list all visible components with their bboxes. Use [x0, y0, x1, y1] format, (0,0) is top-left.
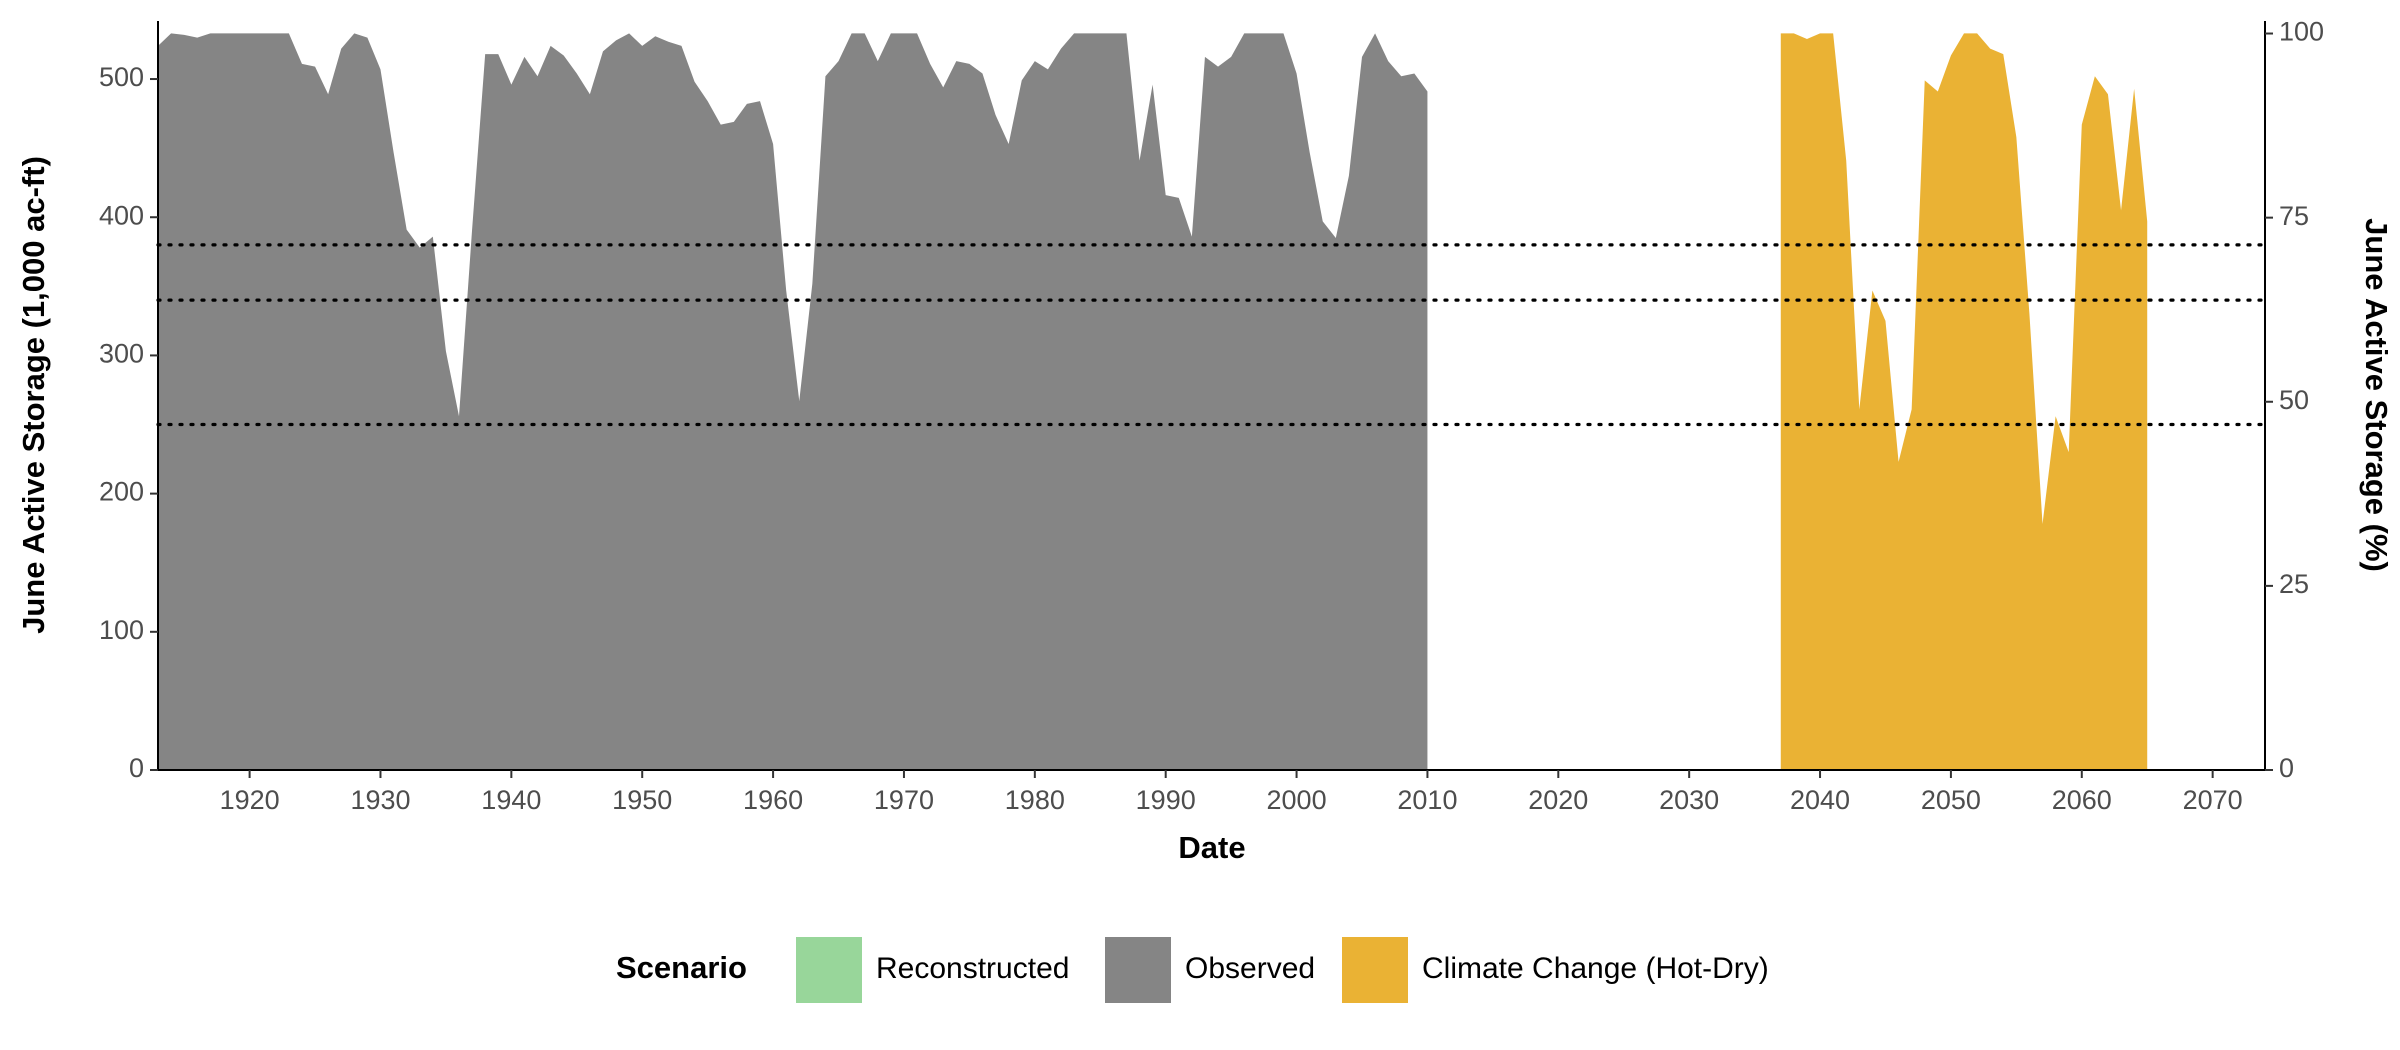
x-tick-label: 1970	[874, 785, 934, 815]
x-tick-label: 1960	[743, 785, 803, 815]
y-tick-label: 200	[99, 477, 144, 507]
legend-label: Observed	[1185, 952, 1315, 985]
x-tick-label: 2010	[1397, 785, 1457, 815]
x-tick-label: 1930	[350, 785, 410, 815]
y2-tick-label: 50	[2279, 385, 2309, 415]
x-tick-label: 2000	[1267, 785, 1327, 815]
y-tick-label: 0	[129, 753, 144, 783]
x-tick-label: 1920	[220, 785, 280, 815]
y-tick-label: 500	[99, 62, 144, 92]
y-tick-label: 100	[99, 615, 144, 645]
x-tick-label: 2030	[1659, 785, 1719, 815]
y2-axis-title: June Active Storage (%)	[2359, 218, 2394, 572]
y2-tick-label: 100	[2279, 17, 2324, 47]
x-tick-label: 1940	[481, 785, 541, 815]
legend-swatch	[796, 937, 862, 1003]
x-axis-title: Date	[1178, 830, 1245, 865]
area	[158, 33, 1428, 771]
x-tick-label: 1990	[1136, 785, 1196, 815]
x-tick-label: 2070	[2183, 785, 2243, 815]
legend-swatch	[1342, 937, 1408, 1003]
legend-label: Climate Change (Hot-Dry)	[1422, 952, 1769, 985]
x-tick-label: 1950	[612, 785, 672, 815]
x-tick-label: 2050	[1921, 785, 1981, 815]
y-tick-label: 400	[99, 200, 144, 230]
y2-tick-label: 75	[2279, 201, 2309, 231]
y-axis-title: June Active Storage (1,000 ac-ft)	[16, 156, 51, 634]
x-tick-label: 1980	[1005, 785, 1065, 815]
x-tick-label: 2040	[1790, 785, 1850, 815]
y2-tick-label: 0	[2279, 753, 2294, 783]
x-tick-label: 2060	[2052, 785, 2112, 815]
x-tick-label: 2020	[1528, 785, 1588, 815]
legend-swatch	[1105, 937, 1171, 1003]
y-tick-label: 300	[99, 339, 144, 369]
y2-tick-label: 25	[2279, 569, 2309, 599]
legend-title: Scenario	[616, 950, 747, 985]
area	[1780, 33, 2148, 771]
legend-label: Reconstructed	[876, 952, 1069, 985]
